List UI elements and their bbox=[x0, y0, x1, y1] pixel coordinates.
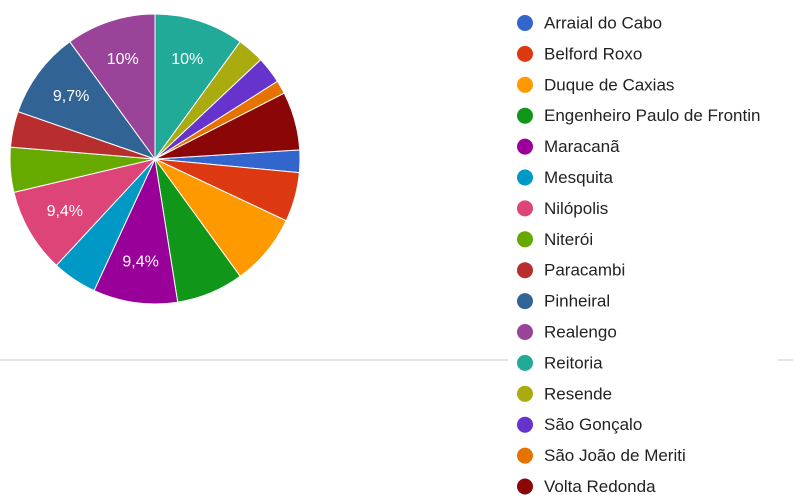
legend-label: Resende bbox=[544, 384, 612, 403]
legend-marker bbox=[517, 354, 533, 371]
legend-label: Belford Roxo bbox=[544, 44, 642, 63]
slice-label: 9,4% bbox=[47, 203, 83, 220]
legend-label: Arraial do Cabo bbox=[544, 13, 662, 32]
legend-label: Engenheiro Paulo de Frontin bbox=[544, 106, 760, 125]
slice-label: 9,7% bbox=[53, 88, 89, 105]
legend-label: Nilópolis bbox=[544, 199, 608, 218]
legend-marker bbox=[517, 169, 533, 186]
legend-marker bbox=[517, 324, 533, 340]
legend-label: São João de Meriti bbox=[544, 446, 686, 465]
legend-marker bbox=[517, 293, 533, 310]
legend-label: Niterói bbox=[544, 230, 593, 249]
pie-slice bbox=[154, 13, 241, 161]
legend-label: São Gonçalo bbox=[544, 415, 642, 434]
legend-marker bbox=[517, 231, 533, 248]
legend-marker bbox=[517, 76, 533, 93]
legend-label: Duque de Caxias bbox=[544, 75, 674, 94]
legend-label: Mesquita bbox=[544, 168, 614, 187]
legend-label: Volta Redonda bbox=[544, 477, 656, 495]
legend-marker bbox=[517, 447, 533, 464]
legend-marker bbox=[517, 416, 533, 433]
slice-label: 10% bbox=[107, 51, 139, 68]
legend-background bbox=[508, 0, 778, 495]
pie-slice bbox=[17, 40, 157, 160]
legend-marker bbox=[517, 107, 533, 124]
legend-marker bbox=[517, 138, 533, 155]
pie-slice bbox=[154, 92, 301, 160]
pie-slice bbox=[93, 157, 179, 305]
legend-marker bbox=[517, 15, 533, 31]
slice-label: 9,4% bbox=[122, 254, 158, 271]
legend-label: Maracanã bbox=[544, 137, 620, 156]
legend-label: Paracambi bbox=[544, 261, 625, 280]
legend-marker bbox=[517, 45, 533, 62]
pie-slice bbox=[13, 158, 157, 267]
legend-label: Pinheiral bbox=[544, 292, 610, 311]
legend-marker bbox=[517, 200, 533, 217]
legend-marker bbox=[517, 385, 533, 402]
legend-marker bbox=[517, 478, 533, 495]
legend-label: Reitoria bbox=[544, 353, 603, 372]
legend-marker bbox=[517, 262, 533, 279]
legend-label: Realengo bbox=[544, 322, 617, 341]
pie-slice bbox=[69, 13, 156, 161]
slice-label: 10% bbox=[171, 51, 203, 68]
